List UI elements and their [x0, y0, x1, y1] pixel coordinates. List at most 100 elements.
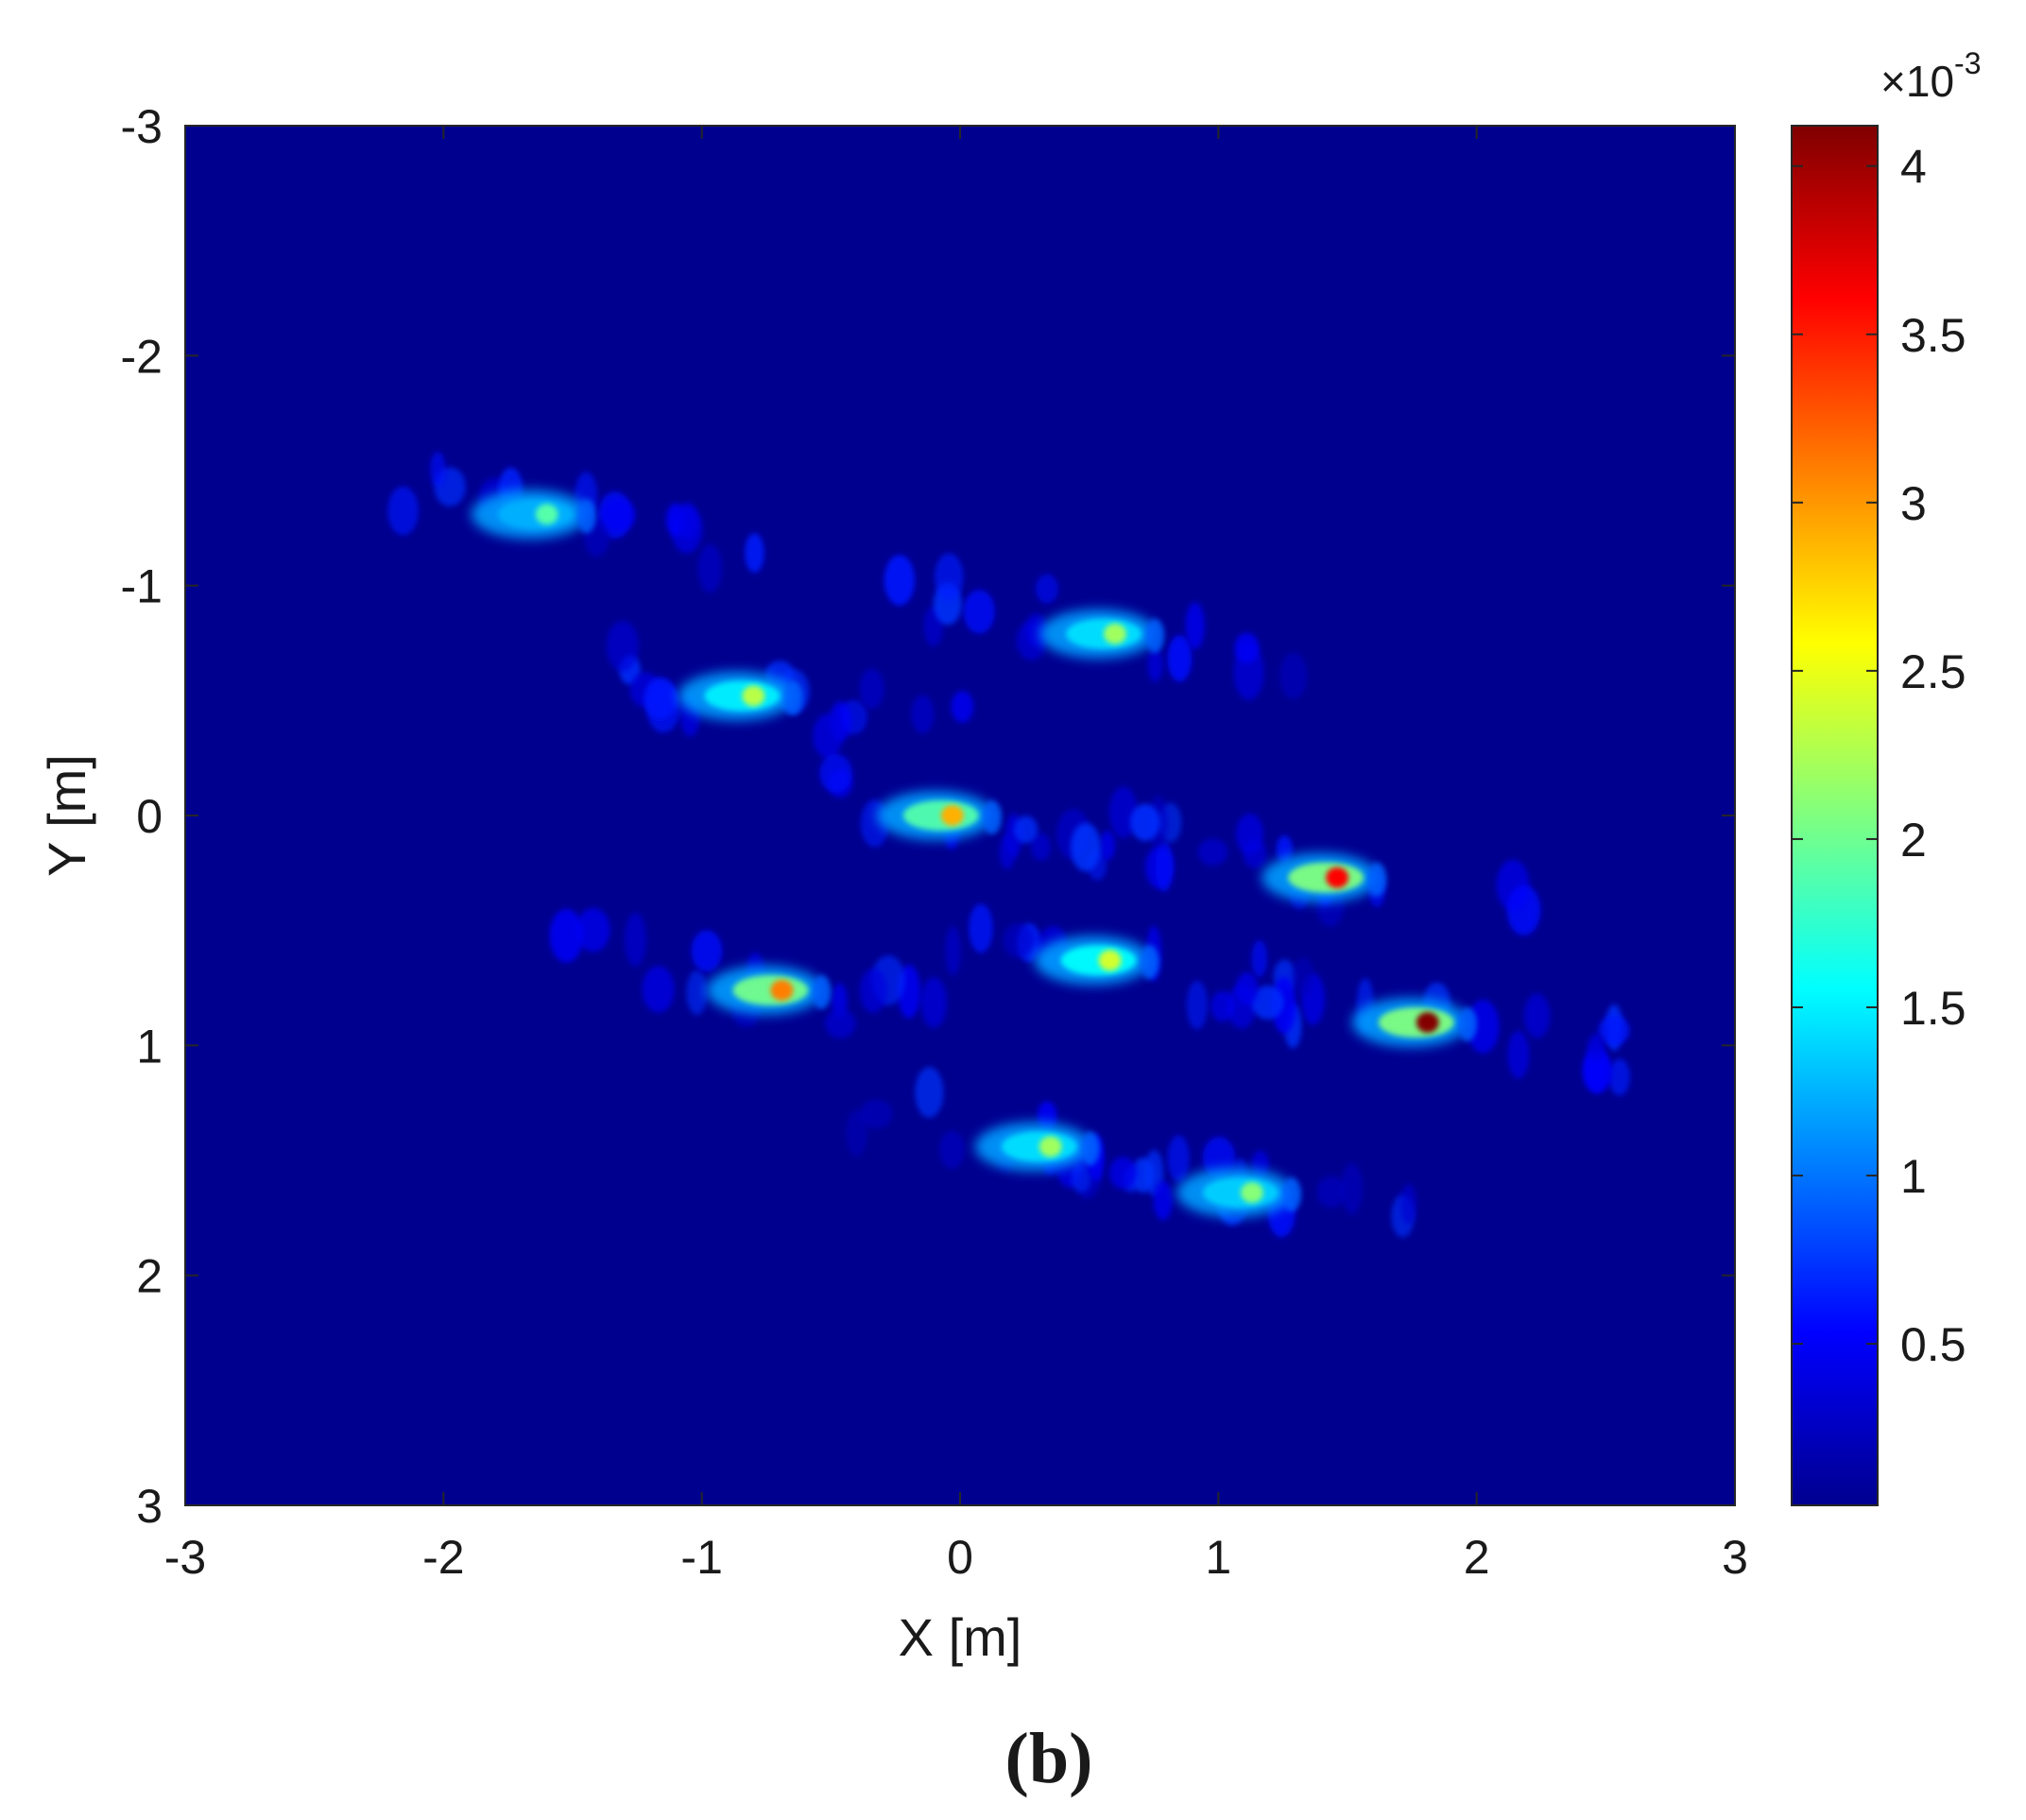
x-axis-label: X [m] [899, 1607, 1022, 1667]
x-tick-label: 3 [1722, 1531, 1748, 1584]
speckle-blob [1185, 602, 1205, 649]
peak-core [1240, 1182, 1263, 1204]
speckle-blob [846, 1109, 867, 1157]
speckle-blob [1099, 831, 1116, 861]
x-axis-ticks: -3 -2 -1 0 1 2 3 [164, 126, 1748, 1584]
speckle-blob [1030, 833, 1051, 861]
peak-sidelobe [783, 680, 803, 715]
peak-core [940, 805, 964, 826]
speckle-blob [575, 907, 610, 953]
y-tick-label: -3 [121, 100, 163, 153]
speckle-blob [1013, 816, 1039, 844]
speckle-blob [1167, 635, 1193, 682]
x-tick-label: -3 [164, 1531, 206, 1584]
peak-sidelobe [812, 974, 832, 1009]
speckle-blob [1234, 632, 1260, 663]
peak-sidelobe [1140, 945, 1159, 980]
colorbar-tick-label: 3 [1900, 477, 1927, 530]
peaks-layer [471, 489, 1477, 1218]
colorbar-exponent-power: -3 [1954, 46, 1981, 80]
speckle-blob [963, 590, 995, 634]
colorbar-ticks: 0.5 1 1.5 2 2.5 3 3.5 4 [1792, 141, 1966, 1371]
peak-core [770, 979, 794, 1001]
x-tick-label: -1 [680, 1531, 722, 1584]
speckle-blob [911, 695, 935, 734]
target-peak [1262, 852, 1387, 902]
colorbar-tick-label: 2 [1900, 814, 1927, 867]
speckle-blob [642, 966, 675, 1013]
speckle-blob [1035, 574, 1058, 604]
speckle-blob [1003, 922, 1035, 958]
x-tick-label: 1 [1205, 1531, 1231, 1584]
colorbar-tick-label: 0.5 [1900, 1318, 1966, 1371]
speckle-blob [606, 620, 639, 672]
speckle-blob [644, 677, 678, 720]
speckle-blob [1523, 993, 1551, 1039]
speckle-blob [1496, 859, 1530, 911]
speckle-blob [884, 555, 916, 606]
speckle-blob [939, 1130, 965, 1169]
speckle-blob [1197, 838, 1228, 866]
speckle-blob [1400, 1183, 1416, 1225]
target-peak [1034, 936, 1159, 986]
speckle-blob [813, 713, 843, 759]
speckle-blob [920, 976, 947, 1028]
speckle-blob [1070, 822, 1101, 872]
speckle-blob [1276, 835, 1293, 864]
speckle-blob [691, 930, 723, 972]
speckle-blob [1155, 841, 1174, 892]
peak-sidelobe [1457, 1007, 1477, 1041]
target-peak [1176, 1168, 1301, 1218]
speckle-blob [430, 452, 446, 488]
speckle-blob [624, 912, 646, 967]
speckle-blob [1251, 939, 1267, 978]
y-axis-label: Y [m] [37, 754, 96, 877]
speckle-blob [860, 1099, 893, 1128]
speckle-blob [1608, 1058, 1630, 1096]
speckle-blob [745, 533, 764, 574]
speckle-blob [935, 553, 964, 601]
peak-sidelobe [1281, 1177, 1301, 1212]
colorbar-tick-label: 1 [1900, 1150, 1927, 1203]
peak-core [1416, 1012, 1439, 1033]
x-tick-label: 0 [947, 1531, 973, 1584]
y-tick-label: -1 [121, 560, 163, 613]
peak-core [1326, 867, 1349, 888]
speckle-blob [969, 903, 993, 953]
y-tick-label: 2 [136, 1250, 163, 1303]
speckle-blob [549, 908, 584, 963]
speckle-blob [671, 505, 703, 554]
y-tick-label: -2 [121, 330, 163, 383]
x-tick-label: 2 [1464, 1531, 1490, 1584]
x-tick-label: -2 [422, 1531, 464, 1584]
speckle-blob [1235, 971, 1259, 1005]
y-tick-label: 3 [136, 1480, 163, 1533]
speckle-blob [951, 691, 974, 723]
colorbar [1791, 125, 1879, 1506]
speckle-blob [686, 970, 708, 1015]
target-peak [706, 965, 832, 1015]
speckle-blob [1071, 1163, 1091, 1193]
peak-sidelobe [982, 800, 1002, 834]
speckle-blob [859, 668, 884, 710]
colorbar-exponent: ×10-3 [1880, 46, 1981, 106]
peak-core [535, 504, 558, 525]
speckle-blob [1467, 999, 1500, 1054]
speckle-blob [1279, 652, 1308, 699]
colorbar-tick-label: 4 [1900, 141, 1927, 194]
target-peak [876, 791, 1002, 840]
speckle-blob [1167, 1135, 1190, 1182]
speckle-blob [945, 926, 961, 976]
target-peak [678, 671, 803, 721]
speckle-blob [1588, 1032, 1605, 1062]
speckle-blob [602, 498, 636, 532]
peak-core [742, 685, 765, 707]
colorbar-tick-label: 2.5 [1900, 645, 1966, 698]
peak-sidelobe [1145, 618, 1164, 653]
speckle-blob [1292, 956, 1315, 996]
colorbar-exponent-base: ×10 [1880, 57, 1954, 106]
y-axis-ticks: -3 -2 -1 0 1 2 3 [121, 100, 1735, 1533]
peak-core [1098, 950, 1122, 971]
speckle-blob [915, 1067, 944, 1118]
